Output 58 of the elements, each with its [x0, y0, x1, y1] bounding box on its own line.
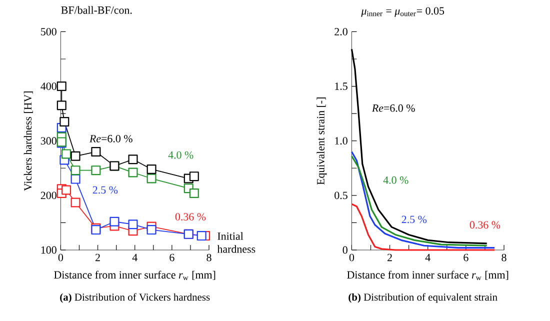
y-tick-label: 0: [342, 246, 348, 254]
point: [128, 168, 138, 178]
point: [196, 231, 206, 241]
annotation: Re=6.0 %: [89, 134, 132, 142]
x-tick-label: 4: [132, 254, 138, 262]
y-tick-label: 0.5: [334, 192, 348, 200]
point: [189, 172, 199, 182]
point: [70, 151, 80, 161]
point: [60, 116, 70, 126]
x-tick-label: 2: [96, 254, 100, 262]
annotation: 2.5 %: [92, 186, 118, 194]
point: [91, 147, 101, 157]
point: [128, 220, 138, 230]
x-tick-label: 4: [425, 254, 430, 262]
x-axis-title: Distance from inner surface r$_{w}$ [mm]: [54, 270, 216, 280]
x-tick-label: 8: [206, 254, 212, 262]
point: [56, 82, 66, 92]
text: (b) Distribution of equivalent strain: [348, 293, 498, 303]
point: [70, 166, 80, 176]
annotation: 0.36 %: [470, 221, 500, 229]
annotation: 4.0 %: [168, 151, 194, 159]
annotation: 2.5 %: [402, 216, 427, 224]
point: [91, 166, 101, 176]
y-axis-title: Equivalent strain [-]: [316, 98, 327, 185]
text: Initial hardness: [217, 232, 256, 253]
annotation: 4.0 %: [383, 176, 408, 184]
text: (a) Distribution of Vickers hardness: [60, 293, 210, 303]
y-tick-label: 200: [40, 192, 56, 200]
point: [128, 154, 138, 164]
y-tick-label: 400: [40, 82, 56, 90]
point: [62, 185, 72, 195]
point: [146, 164, 156, 174]
y-tick-label: 1.0: [335, 137, 348, 145]
point: [146, 174, 156, 184]
y-tick-label: 2.0: [334, 28, 348, 36]
y-tick-label: 100: [41, 246, 56, 254]
y-tick-label: 300: [40, 137, 56, 145]
point: [70, 198, 80, 208]
point: [189, 188, 199, 198]
annotation: Re=6.0 %: [372, 104, 415, 112]
x-tick-label: 0: [58, 254, 64, 262]
x-tick-label: 6: [464, 254, 468, 262]
point: [56, 100, 66, 110]
x-tick-label: 0: [349, 254, 354, 262]
y-tick-label: 1.5: [335, 82, 348, 90]
y-axis-title: Vickers hardness [HV]: [24, 92, 33, 191]
point: [110, 216, 120, 226]
x-tick-label: 2: [388, 254, 392, 262]
point: [146, 225, 156, 235]
x-tick-label: 6: [170, 254, 174, 262]
point: [62, 149, 72, 159]
chart-subtitle: BF/ball-BF/con.: [61, 6, 132, 14]
y-tick-label: 500: [41, 28, 56, 36]
chart-subtitle: μ$_{inner}$ = μ$_{outer}$= 0.05: [361, 7, 444, 17]
point: [70, 174, 80, 184]
x-axis-title: Distance from inner surface r$_{w}$ [mm]: [347, 270, 508, 280]
annotation: 0.36 %: [175, 213, 206, 221]
x-tick-label: 8: [502, 254, 506, 262]
